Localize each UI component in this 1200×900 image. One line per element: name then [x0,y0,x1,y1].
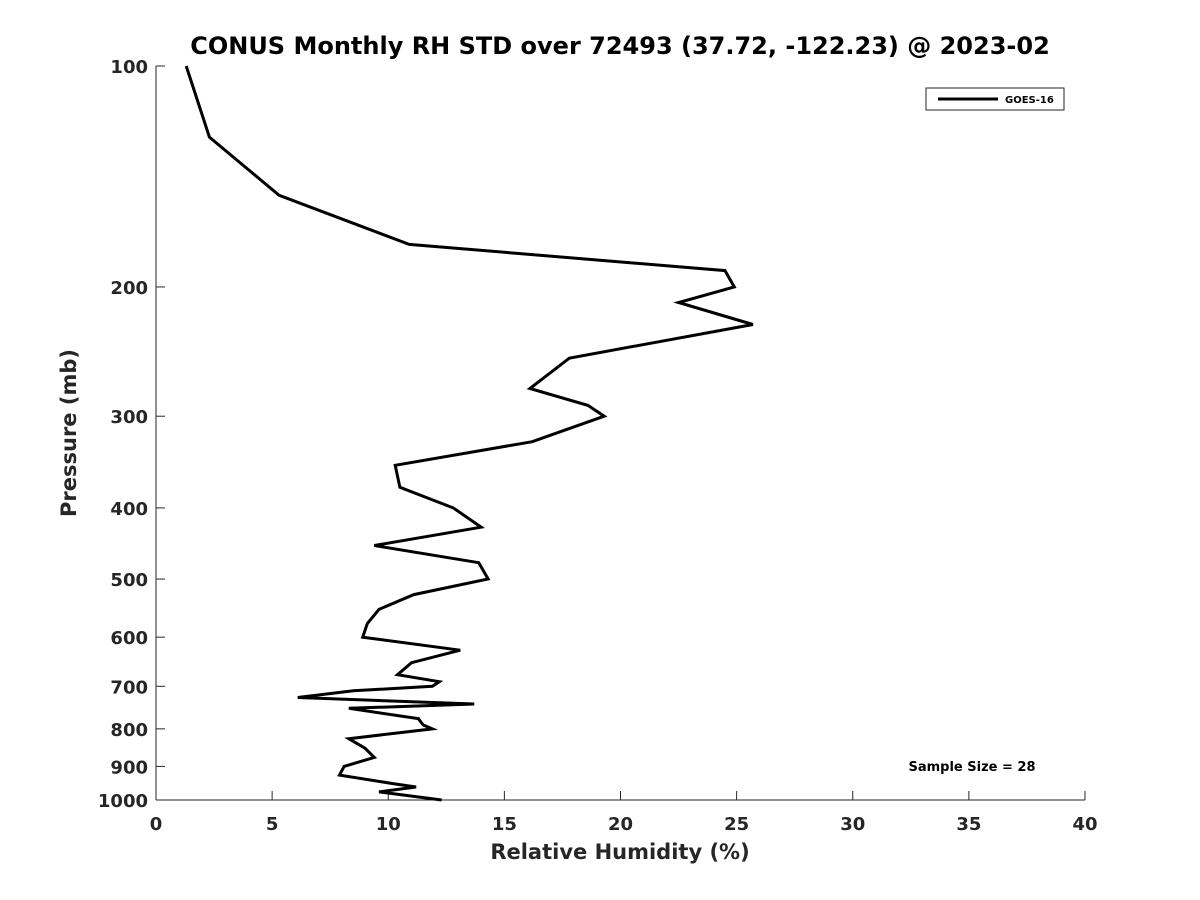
x-tick-label: 15 [492,814,517,835]
y-tick-label: 200 [110,278,148,299]
x-tick-label: 35 [956,814,981,835]
y-tick-label: 500 [110,570,148,591]
y-tick-label: 400 [110,499,148,520]
y-tick-label: 900 [110,757,148,778]
x-tick-label: 5 [266,814,279,835]
y-tick-label: 300 [110,407,148,428]
chart-title: CONUS Monthly RH STD over 72493 (37.72, … [190,32,1050,60]
x-tick-label: 40 [1072,814,1097,835]
legend: GOES-16 [925,87,1065,111]
legend-label-goes-16: GOES-16 [1005,95,1054,106]
y-tick-label: 700 [110,677,148,698]
y-axis-label: Pressure (mb) [57,349,81,517]
x-tick-label: 20 [608,814,633,835]
y-tick-label: 100 [110,57,148,78]
plot-area: 0 5 10 15 20 25 30 35 40 100 200 300 400 500 600 700 800… [98,57,1098,835]
sample-size-annotation: Sample Size = 28 [908,760,1035,775]
y-tick-label: 600 [110,628,148,649]
y-tick-label: 800 [110,720,148,741]
x-tick-label: 0 [150,814,163,835]
y-tick-label: 1000 [98,791,148,812]
x-axis-label: Relative Humidity (%) [490,840,749,864]
x-tick-label: 30 [840,814,865,835]
series-layer [184,65,754,802]
series-line-goes-16 [184,65,754,802]
x-tick-label: 10 [376,814,401,835]
x-tick-label: 25 [724,814,749,835]
